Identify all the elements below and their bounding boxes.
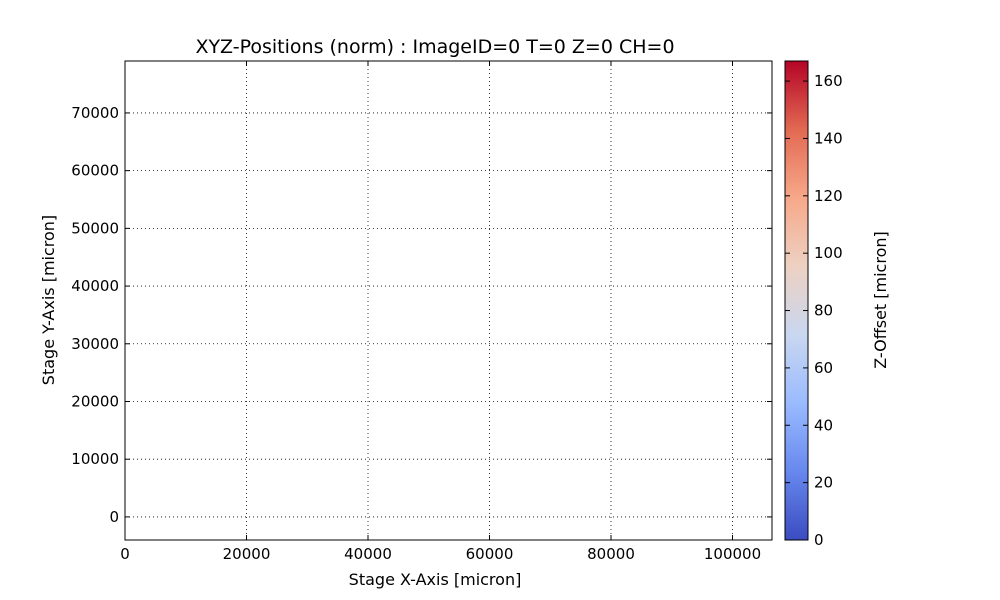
x-axis: 0 20000 40000 60000 80000 100000 xyxy=(120,61,761,563)
x-tick-label: 0 xyxy=(120,545,130,563)
colorbar-tick-label: 80 xyxy=(814,302,833,320)
grid xyxy=(124,61,772,540)
colorbar-tick-label: 120 xyxy=(814,187,843,205)
y-tick-label: 30000 xyxy=(71,335,119,353)
colorbar-tick-label: 100 xyxy=(814,244,843,262)
colorbar-tick-label: 140 xyxy=(814,129,843,147)
y-tick-label: 40000 xyxy=(71,277,119,295)
x-tick-label: 60000 xyxy=(466,545,514,563)
x-tick-label: 80000 xyxy=(587,545,635,563)
y-tick-label: 0 xyxy=(109,508,119,526)
y-tick-label: 50000 xyxy=(71,219,119,237)
colorbar-title: Z-Offset [micron] xyxy=(871,231,890,369)
x-tick-label: 40000 xyxy=(344,545,392,563)
colorbar xyxy=(784,60,809,541)
plot-frame xyxy=(124,60,773,541)
colorbar-tick-label: 0 xyxy=(814,531,824,549)
colorbar-tick-label: 20 xyxy=(814,474,833,492)
y-tick-label: 70000 xyxy=(71,104,119,122)
x-tick-label: 20000 xyxy=(223,545,271,563)
x-axis-title: Stage X-Axis [micron] xyxy=(349,570,522,589)
y-tick-label: 20000 xyxy=(71,392,119,410)
y-axis: 0 10000 20000 30000 40000 50000 60000 70000 xyxy=(71,104,772,526)
y-tick-label: 60000 xyxy=(71,162,119,180)
y-tick-label: 10000 xyxy=(71,450,119,468)
colorbar-tick-label: 40 xyxy=(814,416,833,434)
y-axis-title: Stage Y-Axis [micron] xyxy=(39,215,58,385)
colorbar-axis: 0 20 40 60 80 100 120 140 160 xyxy=(785,72,843,549)
chart-title: XYZ-Positions (norm) : ImageID=0 T=0 Z=0… xyxy=(195,36,674,58)
colorbar-tick-label: 60 xyxy=(814,359,833,377)
x-tick-label: 100000 xyxy=(704,545,761,563)
colorbar-tick-label: 160 xyxy=(814,72,843,90)
